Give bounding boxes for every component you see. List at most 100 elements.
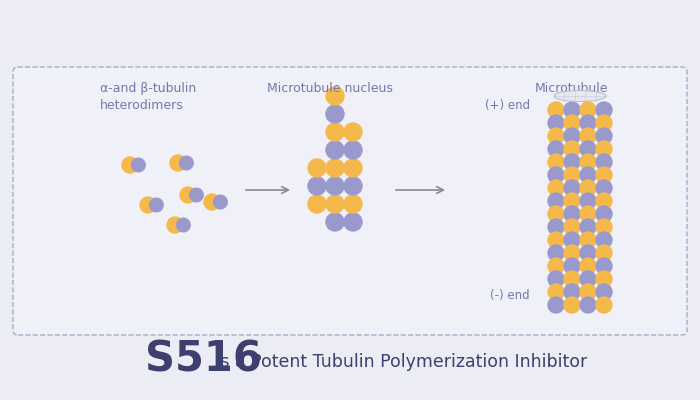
- Text: Microtubule nucleus: Microtubule nucleus: [267, 82, 393, 95]
- Circle shape: [170, 155, 186, 171]
- Circle shape: [596, 258, 612, 274]
- Circle shape: [580, 206, 596, 222]
- Circle shape: [308, 177, 326, 195]
- Circle shape: [596, 102, 612, 118]
- Circle shape: [580, 284, 596, 300]
- Circle shape: [580, 128, 596, 144]
- Circle shape: [548, 271, 564, 287]
- Circle shape: [548, 245, 564, 261]
- Circle shape: [564, 245, 580, 261]
- Text: (-) end: (-) end: [491, 288, 530, 302]
- Circle shape: [580, 180, 596, 196]
- Circle shape: [596, 297, 612, 313]
- Circle shape: [596, 167, 612, 183]
- Circle shape: [596, 232, 612, 248]
- Circle shape: [548, 284, 564, 300]
- Text: (+) end: (+) end: [485, 98, 530, 112]
- Circle shape: [326, 87, 344, 105]
- FancyBboxPatch shape: [13, 67, 687, 335]
- Circle shape: [564, 271, 580, 287]
- Circle shape: [596, 128, 612, 144]
- Circle shape: [548, 115, 564, 131]
- Circle shape: [580, 219, 596, 235]
- Circle shape: [308, 195, 326, 213]
- Circle shape: [596, 154, 612, 170]
- Circle shape: [596, 180, 612, 196]
- Circle shape: [344, 213, 362, 231]
- Circle shape: [564, 180, 580, 196]
- Circle shape: [564, 154, 580, 170]
- Circle shape: [548, 206, 564, 222]
- Circle shape: [564, 128, 580, 144]
- Circle shape: [564, 102, 580, 118]
- Circle shape: [140, 197, 156, 213]
- Circle shape: [214, 195, 228, 209]
- Circle shape: [180, 156, 193, 170]
- Circle shape: [548, 102, 564, 118]
- Circle shape: [308, 159, 326, 177]
- Circle shape: [326, 141, 344, 159]
- Circle shape: [564, 115, 580, 131]
- Circle shape: [580, 167, 596, 183]
- Circle shape: [548, 167, 564, 183]
- Circle shape: [326, 195, 344, 213]
- Circle shape: [326, 123, 344, 141]
- Text: S516: S516: [145, 339, 262, 381]
- Circle shape: [344, 159, 362, 177]
- Circle shape: [596, 219, 612, 235]
- Circle shape: [596, 284, 612, 300]
- Circle shape: [564, 297, 580, 313]
- Circle shape: [132, 158, 145, 172]
- Text: α-and β-tubulin
heterodimers: α-and β-tubulin heterodimers: [100, 82, 196, 112]
- Circle shape: [190, 188, 203, 202]
- Text: is a Potent Tubulin Polymerization Inhibitor: is a Potent Tubulin Polymerization Inhib…: [210, 353, 587, 371]
- Circle shape: [150, 198, 163, 212]
- Circle shape: [548, 297, 564, 313]
- Circle shape: [580, 258, 596, 274]
- Circle shape: [596, 206, 612, 222]
- Circle shape: [344, 195, 362, 213]
- Circle shape: [326, 177, 344, 195]
- Circle shape: [564, 193, 580, 209]
- Circle shape: [548, 232, 564, 248]
- Ellipse shape: [554, 90, 606, 102]
- Circle shape: [564, 219, 580, 235]
- Circle shape: [564, 141, 580, 157]
- Circle shape: [596, 115, 612, 131]
- Circle shape: [580, 193, 596, 209]
- Circle shape: [580, 245, 596, 261]
- Circle shape: [180, 187, 196, 203]
- Circle shape: [344, 123, 362, 141]
- Circle shape: [580, 102, 596, 118]
- Circle shape: [580, 232, 596, 248]
- Circle shape: [564, 167, 580, 183]
- Circle shape: [564, 258, 580, 274]
- Circle shape: [596, 271, 612, 287]
- Circle shape: [204, 194, 220, 210]
- Circle shape: [564, 232, 580, 248]
- Circle shape: [564, 206, 580, 222]
- Circle shape: [564, 284, 580, 300]
- Circle shape: [580, 154, 596, 170]
- Circle shape: [596, 193, 612, 209]
- Circle shape: [326, 105, 344, 123]
- Circle shape: [548, 219, 564, 235]
- Circle shape: [326, 159, 344, 177]
- Circle shape: [326, 213, 344, 231]
- Circle shape: [580, 297, 596, 313]
- Circle shape: [548, 141, 564, 157]
- Circle shape: [122, 157, 138, 173]
- Circle shape: [548, 154, 564, 170]
- Text: Microtubule: Microtubule: [536, 82, 609, 95]
- Circle shape: [580, 271, 596, 287]
- Circle shape: [344, 141, 362, 159]
- Circle shape: [580, 115, 596, 131]
- Circle shape: [344, 177, 362, 195]
- Circle shape: [596, 141, 612, 157]
- Circle shape: [176, 218, 190, 232]
- Circle shape: [548, 258, 564, 274]
- Circle shape: [580, 141, 596, 157]
- Circle shape: [596, 245, 612, 261]
- Circle shape: [548, 193, 564, 209]
- Circle shape: [548, 128, 564, 144]
